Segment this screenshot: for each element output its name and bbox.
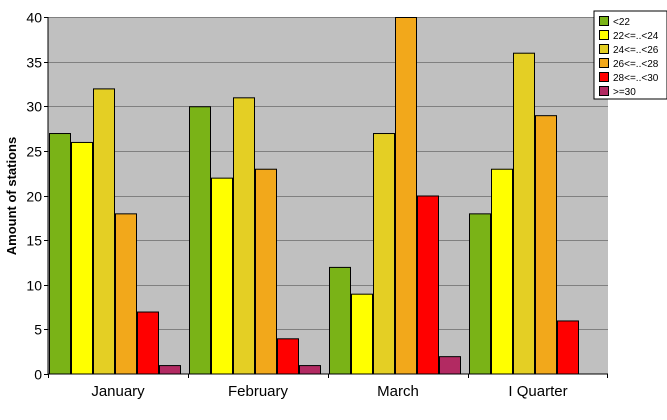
y-tick-label: 15 (26, 233, 42, 249)
y-tick-labels: 0 5 10 15 20 25 30 35 40 (26, 10, 48, 383)
legend-swatch (599, 30, 609, 40)
legend-label: <22 (613, 17, 630, 28)
bar (329, 266, 351, 375)
bar (469, 213, 491, 375)
y-axis-title: Amount of stations (4, 137, 19, 255)
legend-label: 22<=..<24 (613, 31, 659, 42)
bar (233, 97, 255, 375)
bar (93, 88, 115, 375)
bar (189, 106, 211, 375)
bar (159, 365, 181, 375)
bar (395, 17, 417, 375)
y-tick-label: 0 (34, 367, 42, 383)
legend-swatch (599, 16, 609, 26)
bar (513, 52, 535, 375)
x-tick-label: January (91, 383, 145, 400)
bar (211, 177, 233, 375)
y-tick-label: 35 (26, 55, 42, 71)
x-tick-label: I Quarter (508, 383, 567, 400)
bar (439, 356, 461, 375)
bar (417, 195, 439, 375)
y-tick-label: 20 (26, 189, 42, 205)
legend: <22 22<=..<24 24<=..<26 26<=..<28 28<=..<30 >… (593, 10, 667, 100)
bar (299, 365, 321, 375)
legend-label: 26<=..<28 (613, 59, 659, 70)
bar (373, 133, 395, 375)
y-tick-label: 25 (26, 144, 42, 160)
bar (71, 141, 93, 375)
y-tick-label: 10 (26, 278, 42, 294)
legend-swatch (599, 86, 609, 96)
legend-label: 24<=..<26 (613, 45, 659, 56)
y-tick-label: 40 (26, 10, 42, 26)
bar (49, 133, 71, 375)
legend-label: >=30 (613, 87, 636, 98)
bar (351, 293, 373, 375)
x-tick-label: March (377, 383, 419, 400)
bar (491, 168, 513, 375)
x-tick-labels: January February March I Quarter (48, 374, 608, 400)
x-tick-label: February (228, 383, 289, 400)
legend-swatch (599, 58, 609, 68)
y-tick-label: 30 (26, 99, 42, 115)
bar (277, 338, 299, 375)
legend-swatch (599, 44, 609, 54)
bar (137, 311, 159, 375)
bar (557, 320, 579, 375)
y-tick-label: 5 (34, 322, 42, 338)
bar (255, 168, 277, 375)
legend-swatch (599, 72, 609, 82)
legend-label: 28<=..<30 (613, 73, 659, 84)
bar (535, 115, 557, 375)
bar (115, 213, 137, 375)
